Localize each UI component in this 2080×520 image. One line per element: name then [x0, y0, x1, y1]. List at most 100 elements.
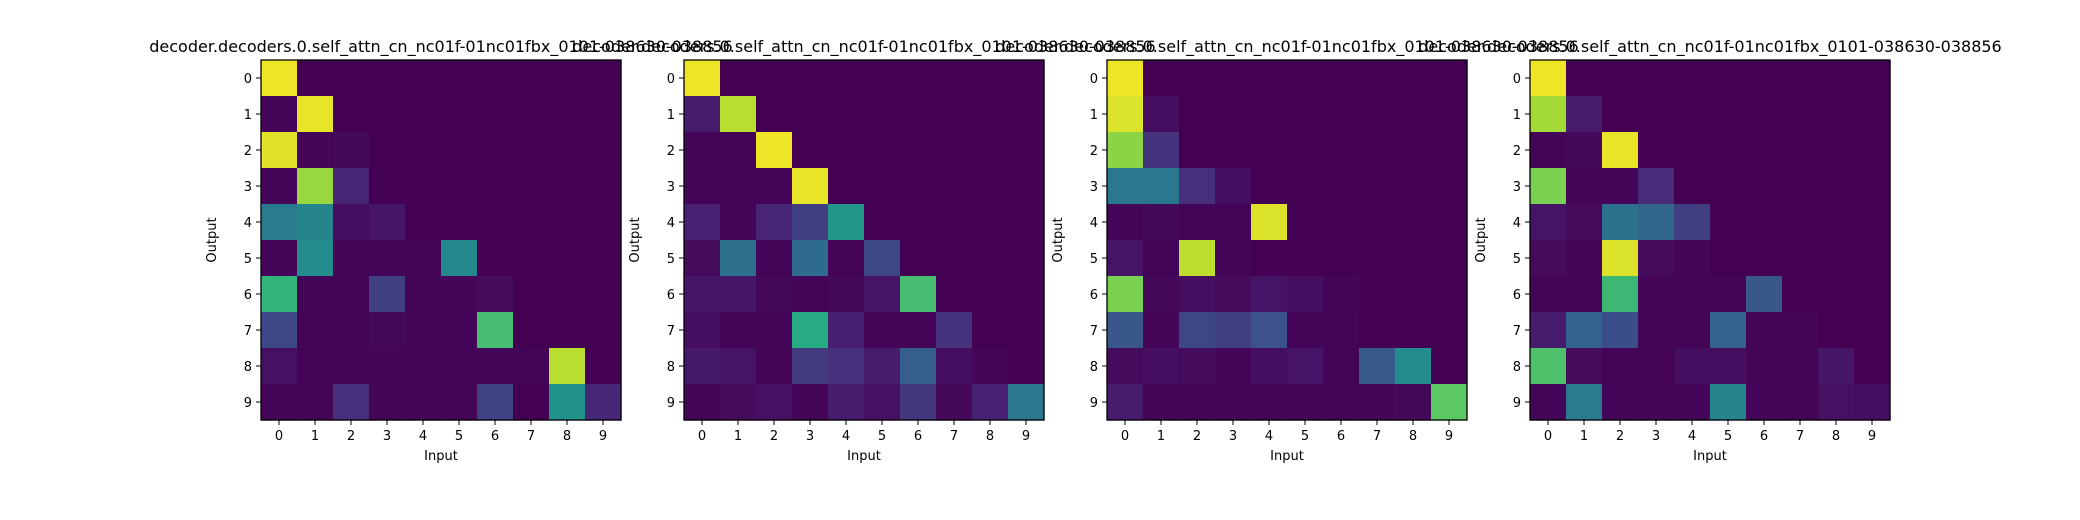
heatmap-cell-r6-c9: [1854, 276, 1891, 313]
heatmap-panel-2: 0 1 2 3 4 5 6 7 8 9 0 1 2 3 4 5 6 7 8 9 Input Output decoder.d…: [572, 37, 1155, 464]
heatmap-cell-r5-c9: [585, 240, 622, 277]
heatmap-cell-r5-c4: [1251, 240, 1288, 277]
heatmap-cell-r9-c1: [1566, 384, 1603, 421]
heatmap-cell-r9-c2: [756, 384, 793, 421]
heatmap-cell-r6-c5: [864, 276, 901, 313]
heatmap-cell-r1-c7: [513, 96, 550, 133]
heatmap-cell-r1-c7: [1359, 96, 1396, 133]
heatmap-cell-r9-c9: [1854, 384, 1891, 421]
x-tick-label: 1: [734, 429, 742, 444]
heatmap-cell-r1-c2: [756, 96, 793, 133]
heatmap-cell-r9-c4: [1251, 384, 1288, 421]
chart-title: decoder.decoders.0.self_attn_cn_nc01f-01…: [995, 37, 1578, 57]
heatmap-cell-r4-c3: [792, 204, 829, 241]
heatmap-cell-r2-c6: [477, 132, 514, 169]
heatmap-cell-r4-c2: [1602, 204, 1639, 241]
heatmap-cell-r1-c8: [1395, 96, 1432, 133]
heatmap-cell-r5-c2: [756, 240, 793, 277]
y-tick-label: 4: [1090, 216, 1098, 231]
heatmap-cell-r9-c7: [936, 384, 973, 421]
x-tick-label: 8: [1409, 429, 1417, 444]
heatmap-cell-r9-c8: [549, 384, 586, 421]
heatmap-cell-r2-c5: [1710, 132, 1747, 169]
heatmap-cell-r8-c2: [1179, 348, 1216, 385]
heatmap-cell-r0-c8: [549, 60, 586, 97]
y-tick-label: 9: [667, 396, 675, 411]
x-tick-label: 1: [1580, 429, 1588, 444]
heatmap-cell-r9-c4: [1674, 384, 1711, 421]
heatmap-cell-r9-c2: [333, 384, 370, 421]
y-tick-label: 0: [244, 72, 252, 87]
heatmap-cell-r6-c1: [297, 276, 334, 313]
heatmap-cell-r5-c5: [864, 240, 901, 277]
heatmap-cell-r3-c6: [900, 168, 937, 205]
heatmap-cell-r2-c0: [1530, 132, 1567, 169]
heatmap-cell-r5-c8: [1395, 240, 1432, 277]
heatmap-cell-r2-c9: [1008, 132, 1045, 169]
heatmap-cell-r7-c7: [1359, 312, 1396, 349]
heatmap-cell-r5-c7: [1359, 240, 1396, 277]
heatmap-cell-r7-c1: [720, 312, 757, 349]
heatmap-cell-r9-c1: [720, 384, 757, 421]
heatmap-cell-r0-c8: [1818, 60, 1855, 97]
heatmap-cell-r1-c3: [792, 96, 829, 133]
heatmap-cell-r6-c2: [1179, 276, 1216, 313]
heatmap-cell-r6-c5: [441, 276, 478, 313]
heatmap-cell-r0-c3: [1638, 60, 1675, 97]
heatmap-cell-r3-c9: [1008, 168, 1045, 205]
y-tick-label: 7: [1513, 324, 1521, 339]
heatmap-cell-r1-c9: [1854, 96, 1891, 133]
heatmap-cell-r4-c0: [1530, 204, 1567, 241]
heatmap-cell-r1-c3: [1638, 96, 1675, 133]
heatmap-cell-r6-c8: [1395, 276, 1432, 313]
x-tick-label: 3: [806, 429, 814, 444]
heatmap-cell-r0-c1: [1566, 60, 1603, 97]
heatmap-cell-r6-c2: [1602, 276, 1639, 313]
heatmap-cell-r9-c1: [297, 384, 334, 421]
heatmap-cell-r9-c8: [1395, 384, 1432, 421]
heatmap-cell-r3-c1: [1143, 168, 1180, 205]
heatmap-cell-r5-c0: [684, 240, 721, 277]
heatmap-cell-r0-c4: [828, 60, 865, 97]
heatmap-cell-r2-c5: [864, 132, 901, 169]
heatmap-cell-r0-c8: [972, 60, 1009, 97]
heatmap-cell-r3-c2: [1179, 168, 1216, 205]
heatmap-cell-r2-c4: [1674, 132, 1711, 169]
x-tick-label: 0: [698, 429, 706, 444]
heatmap-cell-r6-c4: [405, 276, 442, 313]
heatmap-cell-r8-c5: [1287, 348, 1324, 385]
heatmap-cell-r8-c6: [1323, 348, 1360, 385]
heatmap-cell-r8-c9: [1854, 348, 1891, 385]
y-tick-label: 7: [667, 324, 675, 339]
heatmap-cell-r7-c3: [1638, 312, 1675, 349]
heatmap-cell-r7-c3: [792, 312, 829, 349]
heatmap-cell-r2-c1: [297, 132, 334, 169]
heatmap-cell-r0-c2: [333, 60, 370, 97]
heatmap-cell-r0-c1: [1143, 60, 1180, 97]
heatmap-cell-r5-c5: [1710, 240, 1747, 277]
heatmap-cell-r1-c4: [828, 96, 865, 133]
heatmap-cell-r7-c1: [1566, 312, 1603, 349]
heatmap-cell-r0-c4: [1674, 60, 1711, 97]
heatmap-cell-r1-c2: [1179, 96, 1216, 133]
heatmap-cell-r2-c2: [333, 132, 370, 169]
heatmap-cell-r1-c3: [1215, 96, 1252, 133]
heatmap-cell-r9-c4: [828, 384, 865, 421]
y-tick-label: 5: [244, 252, 252, 267]
y-tick-label: 2: [1513, 144, 1521, 159]
heatmap-cell-r6-c3: [1638, 276, 1675, 313]
y-tick-label: 9: [244, 396, 252, 411]
heatmap-cell-r7-c4: [1674, 312, 1711, 349]
x-tick-label: 9: [1445, 429, 1453, 444]
heatmap-cell-r5-c9: [1854, 240, 1891, 277]
x-tick-label: 7: [1373, 429, 1381, 444]
heatmap-cell-r8-c5: [864, 348, 901, 385]
heatmap-cell-r6-c2: [333, 276, 370, 313]
y-axis-label: Output: [1474, 217, 1489, 262]
heatmap-cell-r6-c0: [261, 276, 298, 313]
x-tick-label: 3: [1652, 429, 1660, 444]
heatmap-cell-r3-c8: [972, 168, 1009, 205]
heatmap-cell-r5-c6: [477, 240, 514, 277]
heatmap-cell-r6-c1: [1566, 276, 1603, 313]
heatmap-cell-r3-c2: [756, 168, 793, 205]
